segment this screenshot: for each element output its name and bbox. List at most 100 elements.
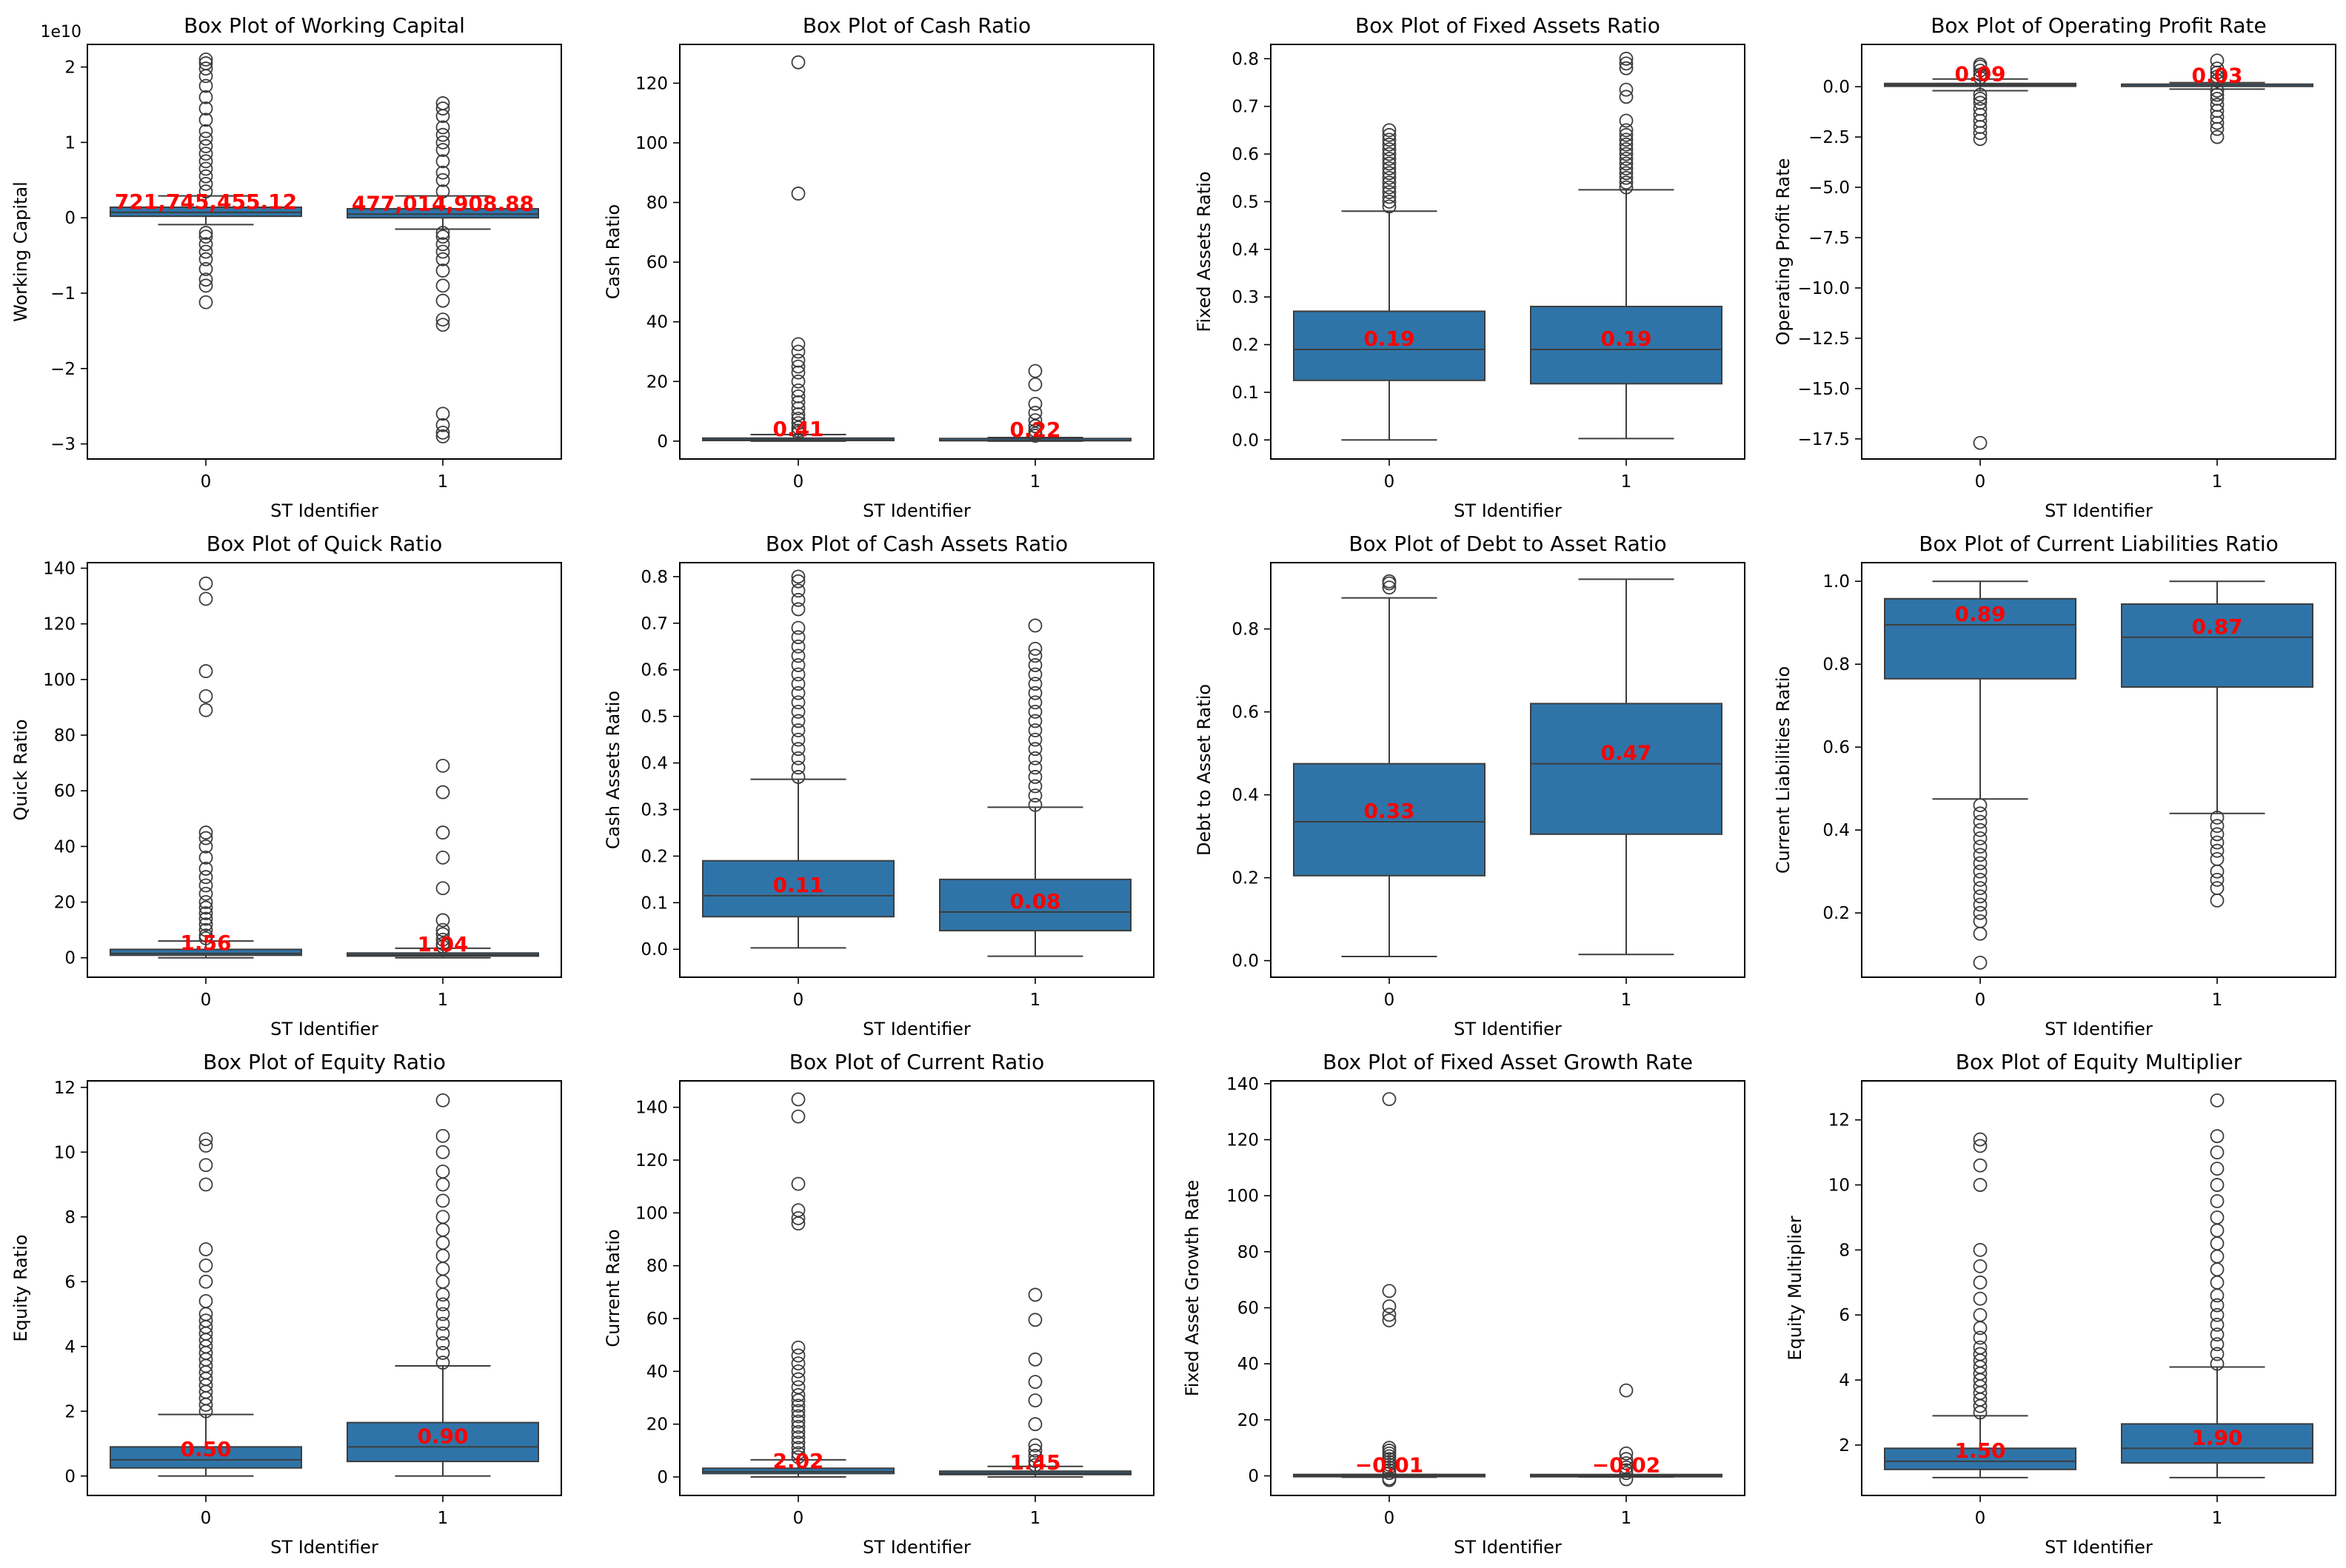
subplot-10-ytick-label: 20 [646,1415,668,1435]
subplot-12-outlier [2210,1178,2225,1192]
subplot-2-median-label: 0.41 [772,417,823,441]
subplot-12-outlier [2210,1298,2225,1313]
subplot-10-outlier [1028,1352,1043,1367]
subplot-4-ytick-label: −10.0 [1798,279,1850,298]
subplot-6-outlier [1028,649,1043,663]
subplot-12-outlier [2210,1210,2225,1224]
subplot-5-outlier [435,785,450,800]
subplot-12-ytick-label: 12 [1828,1111,1850,1130]
subplot-9-outlier [435,1210,450,1224]
subplot-9-outlier [435,1222,450,1237]
subplot-9-outlier [435,1297,450,1312]
subplot-8-ytick-label: 0.6 [1822,738,1850,757]
subplot-4-title: Box Plot of Operating Profit Rate [1931,13,2267,38]
subplot-10-outlier [791,1092,806,1107]
subplot-9-outlier [435,1236,450,1250]
subplot-4-outlier [1973,435,1988,450]
subplot-12-outlier [2210,1356,2225,1371]
subplot-3-outlier [1382,170,1397,185]
subplot-3-outlier [1382,133,1397,147]
subplot-2-outlier [791,353,806,368]
subplot-1-median-label: 477,014,908.88 [352,191,534,215]
subplot-8-outlier [1973,798,1988,812]
subplot-3-outlier [1619,61,1634,76]
subplot-3-ytick-label: 0.5 [1232,192,1259,212]
subplot-6-frame [679,562,1154,978]
subplot-5-outlier [198,689,213,703]
subplot-5-outlier [435,937,450,951]
subplot-5-outlier [435,913,450,928]
subplot-8-outlier [1973,897,1988,912]
subplot-3-outlier [1619,123,1634,138]
subplot-2-outlier [791,337,806,352]
subplot-10-outlier [791,1211,806,1225]
subplot-3-ytick-label: 0.0 [1232,431,1259,450]
subplot-11-xlabel: ST Identifier [1454,1537,1562,1558]
subplot-6-outlier [791,602,806,617]
subplot-9-outlier [198,1242,213,1256]
subplot-12-outlier [2210,1162,2225,1176]
subplot-3-outlier [1382,195,1397,209]
subplot-9-outlier [435,1316,450,1331]
subplot-11-outlier [1382,1092,1397,1106]
subplot-3-ylabel: Fixed Assets Ratio [1194,171,1214,332]
subplot-3-ytick-label: 0.4 [1232,241,1259,260]
subplot-2-ytick-label: 0 [657,432,668,452]
subplot-2-outlier [791,416,806,431]
subplot-1-outlier [198,101,213,115]
subplot-3-outlier [1619,142,1634,157]
subplot-10-outlier [791,1348,806,1363]
subplot-3-outlier [1619,147,1634,161]
subplot-5-outlier [198,831,213,845]
subplot-12-outlier [1973,1291,1988,1306]
subplot-6-outlier [1028,779,1043,794]
subplot-8-outlier [1973,881,1988,895]
subplot-10-outlier [791,1176,806,1191]
subplot-8-ylabel: Current Liabilities Ratio [1773,666,1794,874]
subplot-9-ytick-label: 12 [54,1079,76,1098]
subplot-3-outlier [1382,142,1397,157]
subplot-6-outlier [791,574,806,589]
subplot-12-outlier [2210,1223,2225,1238]
subplot-10-outlier [1028,1313,1043,1327]
subplot-3-outlier [1619,82,1634,97]
subplot-9-outlier [198,1139,213,1153]
subplot-1-outlier [198,237,213,252]
subplot-5-ytick-label: 100 [43,671,76,690]
subplot-1-ytick-label: −1 [50,284,76,304]
subplot-7-outlier [1382,574,1397,589]
subplot-3-outlier [1619,56,1634,71]
subplot-12-outlier [1973,1259,1988,1273]
subplot-12-outlier [2210,1262,2225,1277]
subplot-9-outlier [435,1356,450,1370]
subplot-5-frame [87,562,562,978]
subplot-3-outlier [1619,133,1634,147]
subplot-3-outlier [1619,175,1634,190]
subplot-12-outlier [2210,1347,2225,1361]
subplot-2-outlier [1028,377,1043,392]
subplot-7-ytick-label: 0.4 [1232,786,1259,805]
subplot-5-outlier [198,928,213,943]
subplot-3-ytick-label: 0.2 [1232,336,1259,355]
subplot-8-outlier [2210,864,2225,879]
subplot-1-outlier [198,90,213,104]
subplot-5-outlier [198,839,213,854]
subplot-10-outlier [791,1450,806,1464]
subplot-5-outlier [435,881,450,896]
subplot-8-outlier [1973,814,1988,829]
subplot-1-outlier [198,154,213,169]
subplot-12-xtick-label: 1 [2212,1509,2223,1528]
subplot-6-outlier [791,770,806,784]
subplot-1-outlier [198,169,213,184]
subplot-9-outlier [198,1132,213,1147]
subplot-1-outlier [198,61,213,76]
subplot-10-outlier [1028,1454,1043,1469]
subplot-6-outlier [791,760,806,775]
subplot-1-outlier [435,154,450,169]
subplot-12-frame [1861,1080,2336,1496]
subplot-10-outlier [791,1364,806,1378]
subplot-6-outlier [791,695,806,710]
subplot-1-outlier [435,406,450,421]
subplot-12-outlier [1973,1178,1988,1192]
subplot-12-box [2121,1423,2313,1464]
